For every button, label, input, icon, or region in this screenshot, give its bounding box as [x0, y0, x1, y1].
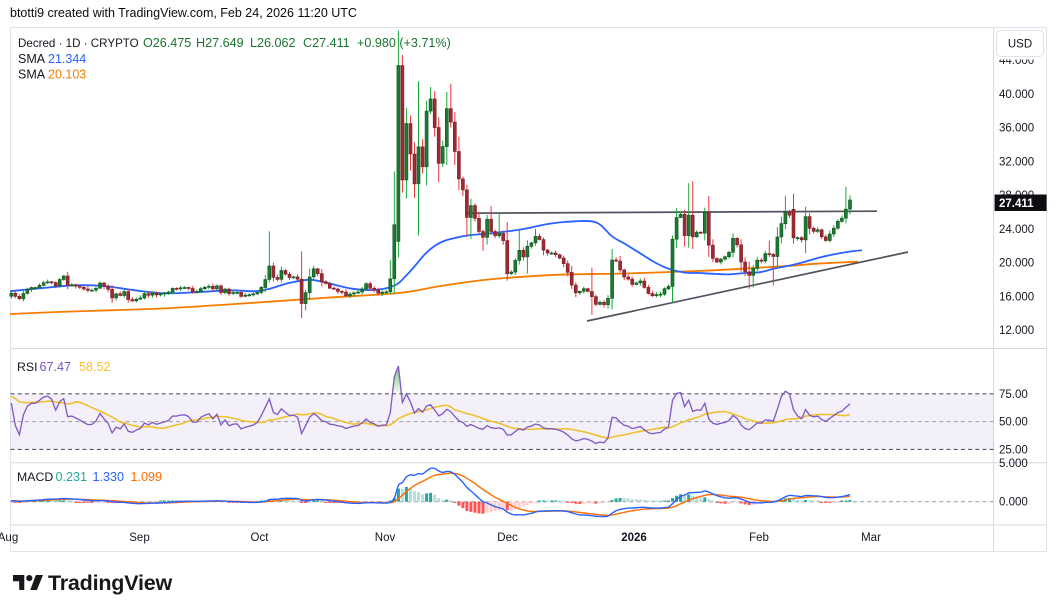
svg-text:SMA: SMA	[18, 68, 46, 82]
svg-text:75.00: 75.00	[999, 389, 1028, 401]
svg-text:25.00: 25.00	[999, 444, 1028, 456]
svg-text:MACD: MACD	[17, 470, 53, 484]
svg-text:Dec: Dec	[497, 532, 518, 544]
svg-text:Oct: Oct	[251, 532, 270, 544]
svg-text:21.344: 21.344	[48, 52, 86, 66]
svg-text:0.000: 0.000	[999, 497, 1028, 509]
svg-text:Sep: Sep	[129, 532, 149, 544]
svg-text:5.000: 5.000	[999, 458, 1028, 470]
svg-text:16.000: 16.000	[999, 291, 1034, 303]
svg-text:1.099: 1.099	[131, 470, 163, 484]
svg-text:50.00: 50.00	[999, 417, 1028, 429]
svg-text:+0.980 (+3.71%): +0.980 (+3.71%)	[357, 36, 451, 50]
svg-text:H27.649: H27.649	[196, 36, 244, 50]
svg-text:1.330: 1.330	[93, 470, 125, 484]
svg-text:RSI: RSI	[17, 360, 38, 374]
svg-text:Nov: Nov	[375, 532, 396, 544]
svg-text:0.231: 0.231	[56, 470, 88, 484]
svg-text:O26.475: O26.475	[143, 36, 191, 50]
svg-text:12.000: 12.000	[999, 325, 1034, 337]
svg-text:24.000: 24.000	[999, 224, 1034, 236]
svg-text:20.000: 20.000	[999, 258, 1034, 270]
svg-text:32.000: 32.000	[999, 156, 1034, 168]
svg-text:Mar: Mar	[861, 532, 881, 544]
svg-text:67.47: 67.47	[40, 360, 72, 374]
svg-text:Feb: Feb	[749, 532, 769, 544]
svg-text:40.000: 40.000	[999, 89, 1034, 101]
svg-text:L26.062: L26.062	[250, 36, 296, 50]
svg-text:36.000: 36.000	[999, 123, 1034, 135]
svg-text:20.103: 20.103	[48, 68, 86, 82]
svg-text:2026: 2026	[621, 532, 647, 544]
svg-text:58.52: 58.52	[79, 360, 111, 374]
svg-text:Aug: Aug	[0, 532, 18, 544]
svg-text:SMA: SMA	[18, 52, 46, 66]
svg-text:USD: USD	[1008, 39, 1032, 51]
svg-text:27.411: 27.411	[999, 198, 1034, 210]
svg-text:Decred · 1D · CRYPTO: Decred · 1D · CRYPTO	[18, 37, 139, 50]
svg-text:C27.411: C27.411	[303, 36, 350, 50]
